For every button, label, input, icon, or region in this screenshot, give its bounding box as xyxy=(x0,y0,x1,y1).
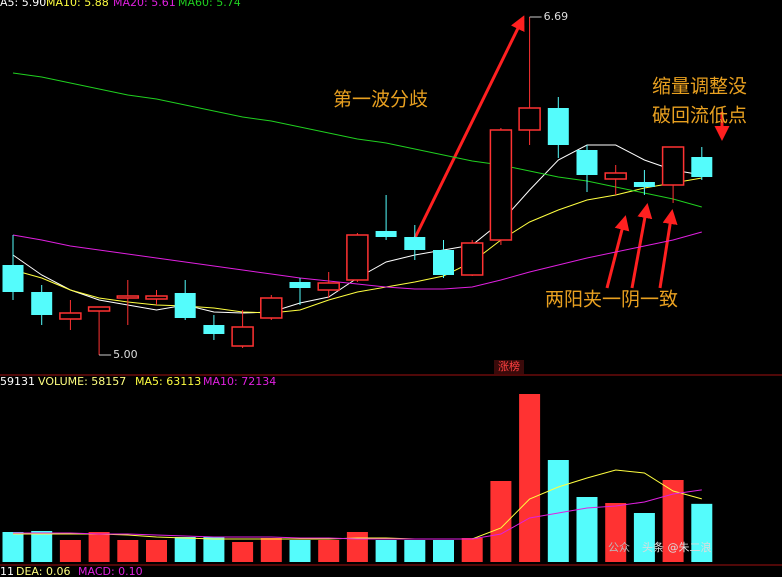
volume-bar xyxy=(576,497,598,562)
candle-body xyxy=(116,295,140,299)
candle-body xyxy=(404,237,426,250)
candle-body xyxy=(260,297,283,319)
volume-bar xyxy=(490,481,512,562)
candle-body xyxy=(489,129,513,241)
candle-body xyxy=(2,265,24,292)
macd-readout: 11 xyxy=(0,565,14,577)
volume-bar xyxy=(31,531,53,562)
volume-bar xyxy=(662,480,684,562)
volume-bar xyxy=(2,532,24,562)
volume-bar xyxy=(375,540,397,562)
candle-body xyxy=(633,182,655,187)
candle-body xyxy=(59,312,82,320)
min-label: 5.00 xyxy=(113,348,138,361)
volume-bar xyxy=(117,540,139,562)
candle-body xyxy=(691,157,713,177)
candle-body xyxy=(203,325,225,334)
volume-bar xyxy=(404,540,426,562)
annotation: 缩量调整没 xyxy=(652,76,747,98)
candle-body xyxy=(174,293,196,318)
candle-body xyxy=(460,242,484,276)
volume-bar xyxy=(461,538,483,562)
volume-readout: MA5: 63113 xyxy=(135,375,201,388)
volume-bar xyxy=(146,540,167,562)
volume-bar xyxy=(59,540,81,562)
indicator-readout: MA20: 5.61 xyxy=(113,0,176,9)
candle-body xyxy=(31,292,53,315)
macd-readout: DEA: 0.06 xyxy=(16,565,70,577)
volume-bar xyxy=(346,532,368,562)
volume-readout: VOLUME: 58157 xyxy=(38,375,126,388)
indicator-readout: A5: 5.90 xyxy=(0,0,46,9)
tag: 涨榜 xyxy=(498,359,520,373)
annotation: 破回流低点 xyxy=(652,105,747,127)
indicator-readout: MA10: 5.88 xyxy=(46,0,109,9)
volume-ma-line xyxy=(13,469,702,540)
volume-readout: 59131 xyxy=(0,375,35,388)
candle-body xyxy=(231,326,254,347)
candle-body xyxy=(576,150,598,175)
candle-body xyxy=(547,108,569,145)
volume-bar xyxy=(289,540,311,562)
tag-box xyxy=(494,360,524,374)
volume-bar xyxy=(547,460,569,562)
volume-bar xyxy=(433,540,454,562)
candle-body xyxy=(317,282,340,291)
max-label: 6.69 xyxy=(544,10,569,23)
volume-bar xyxy=(88,532,110,562)
annotation: 两阳夹一阴一致 xyxy=(545,289,678,311)
volume-bar xyxy=(633,513,655,562)
volume-bar xyxy=(174,537,196,562)
candle-body xyxy=(346,234,369,281)
candle-body xyxy=(518,107,541,131)
volume-bar xyxy=(318,540,340,562)
watermark: 公众 xyxy=(608,541,630,554)
annotation: 第一波分歧 xyxy=(333,89,428,111)
candle-body xyxy=(604,172,627,180)
volume-bar xyxy=(232,542,254,562)
ma-line xyxy=(12,231,702,290)
volume-bar xyxy=(203,537,225,562)
volume-readout: MA10: 72134 xyxy=(203,375,276,388)
candle-body xyxy=(87,306,111,312)
arrow xyxy=(658,209,678,289)
candle-body xyxy=(375,231,397,237)
arrow xyxy=(408,15,525,249)
volume-bar xyxy=(260,538,282,562)
arrow xyxy=(605,215,630,289)
candle-body xyxy=(289,282,311,288)
macd-readout: MACD: 0.10 xyxy=(78,565,143,577)
volume-bar xyxy=(519,394,541,562)
volume-ma-line xyxy=(13,489,702,540)
volume-bar xyxy=(691,503,713,562)
candle-body xyxy=(433,250,454,275)
candle-body xyxy=(145,295,168,300)
volume-bar xyxy=(605,503,627,562)
candle-body xyxy=(661,146,685,186)
watermark: 头条 @朱二浪 xyxy=(642,540,712,554)
indicator-readout: MA60: 5.74 xyxy=(178,0,241,9)
